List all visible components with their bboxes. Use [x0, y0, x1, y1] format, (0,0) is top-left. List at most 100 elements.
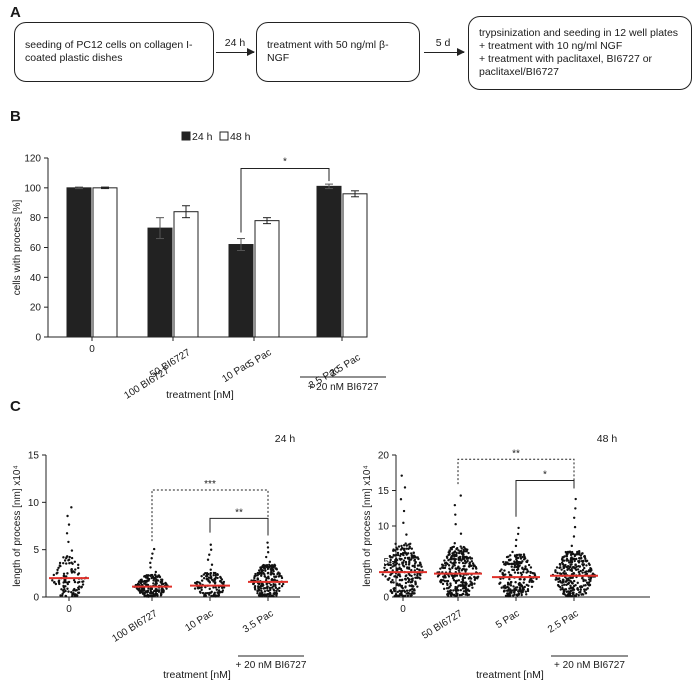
- data-point: [59, 564, 62, 568]
- data-point: [266, 572, 270, 575]
- data-point: [263, 575, 266, 578]
- data-point: [400, 586, 403, 589]
- data-point: [407, 566, 411, 569]
- data-point: [384, 575, 387, 578]
- data-point: [407, 543, 410, 546]
- data-point: [526, 570, 530, 573]
- data-point: [263, 565, 266, 568]
- data-point: [448, 585, 451, 589]
- data-point: [515, 561, 519, 564]
- data-point: [448, 553, 451, 556]
- workflow-step-line: coated plastic dishes: [25, 52, 123, 64]
- significance-label: **: [512, 448, 520, 459]
- data-point: [451, 562, 454, 565]
- data-point: [404, 574, 407, 578]
- data-point: [139, 581, 143, 584]
- data-point: [515, 553, 519, 557]
- data-point: [268, 595, 272, 598]
- data-point: [410, 568, 413, 572]
- data-point: [558, 572, 562, 575]
- data-point: [454, 585, 457, 589]
- x-tick-label: 10 Pac: [183, 608, 215, 634]
- data-point: [222, 586, 226, 589]
- data-point: [571, 592, 575, 595]
- data-point: [473, 582, 476, 585]
- workflow-step-seeding: seeding of PC12 cells on collagen I- coa…: [14, 22, 214, 82]
- data-point: [210, 594, 213, 598]
- data-point: [503, 589, 506, 592]
- arrow-label-24h: 24 h: [224, 37, 246, 49]
- data-point: [455, 554, 458, 558]
- x-tick-label: 0: [66, 604, 72, 615]
- data-point: [155, 581, 158, 584]
- data-point: [570, 569, 574, 573]
- data-point: [278, 586, 281, 590]
- data-point: [507, 586, 510, 589]
- data-point: [57, 579, 61, 582]
- data-point: [570, 544, 574, 548]
- data-point: [585, 581, 589, 584]
- data-point: [58, 582, 61, 586]
- data-point: [147, 577, 151, 581]
- x-tick-label: 3.5 Pac: [241, 608, 276, 635]
- data-point: [519, 587, 522, 591]
- data-point: [403, 547, 406, 551]
- data-point: [454, 513, 457, 516]
- data-point: [458, 558, 461, 561]
- data-point: [459, 584, 462, 587]
- data-point: [149, 594, 153, 598]
- data-point: [464, 588, 468, 592]
- data-point: [257, 572, 261, 576]
- data-point: [519, 583, 523, 586]
- data-point: [463, 576, 467, 580]
- significance-label: ***: [204, 479, 216, 490]
- data-point: [584, 588, 588, 591]
- data-point: [471, 586, 474, 589]
- data-point: [147, 587, 150, 590]
- data-point: [216, 573, 219, 576]
- data-point: [149, 561, 152, 565]
- data-point: [513, 560, 516, 563]
- y-tick-label: 10: [28, 498, 40, 509]
- workflow-step-line: + treatment with paclitaxel, BI6727 or: [479, 53, 653, 65]
- data-point: [569, 576, 573, 580]
- data-point: [268, 563, 271, 567]
- data-point: [209, 548, 213, 551]
- data-point: [459, 588, 463, 592]
- data-point: [560, 581, 563, 584]
- data-point: [272, 588, 275, 591]
- data-point: [583, 590, 586, 593]
- data-point: [212, 586, 215, 589]
- significance-bracket: [515, 480, 575, 517]
- data-point: [263, 590, 267, 593]
- data-point: [389, 590, 392, 593]
- data-point: [563, 570, 566, 573]
- data-point: [64, 585, 67, 588]
- data-point: [389, 556, 392, 559]
- data-point: [146, 594, 149, 597]
- data-point: [517, 526, 520, 530]
- bar-48h-50-BI6727: [173, 211, 199, 338]
- data-point: [404, 560, 408, 564]
- data-point: [143, 575, 146, 578]
- data-point: [260, 591, 264, 595]
- data-point: [385, 568, 389, 572]
- data-point: [202, 576, 206, 580]
- data-point: [584, 592, 588, 595]
- data-point: [67, 540, 70, 544]
- data-point: [394, 563, 397, 567]
- data-point: [566, 566, 569, 569]
- legend-swatch-48h: [219, 131, 229, 141]
- data-point: [459, 532, 463, 535]
- data-point: [414, 560, 417, 564]
- data-point: [448, 590, 452, 593]
- data-point: [513, 571, 517, 574]
- data-point: [275, 589, 278, 593]
- data-point: [574, 497, 577, 501]
- data-point: [266, 541, 269, 544]
- data-point: [574, 563, 577, 566]
- data-point: [576, 581, 579, 585]
- data-point: [410, 574, 413, 578]
- workflow-step-treatment: treatment with 50 ng/ml β-NGF: [256, 22, 420, 82]
- data-point: [555, 566, 559, 569]
